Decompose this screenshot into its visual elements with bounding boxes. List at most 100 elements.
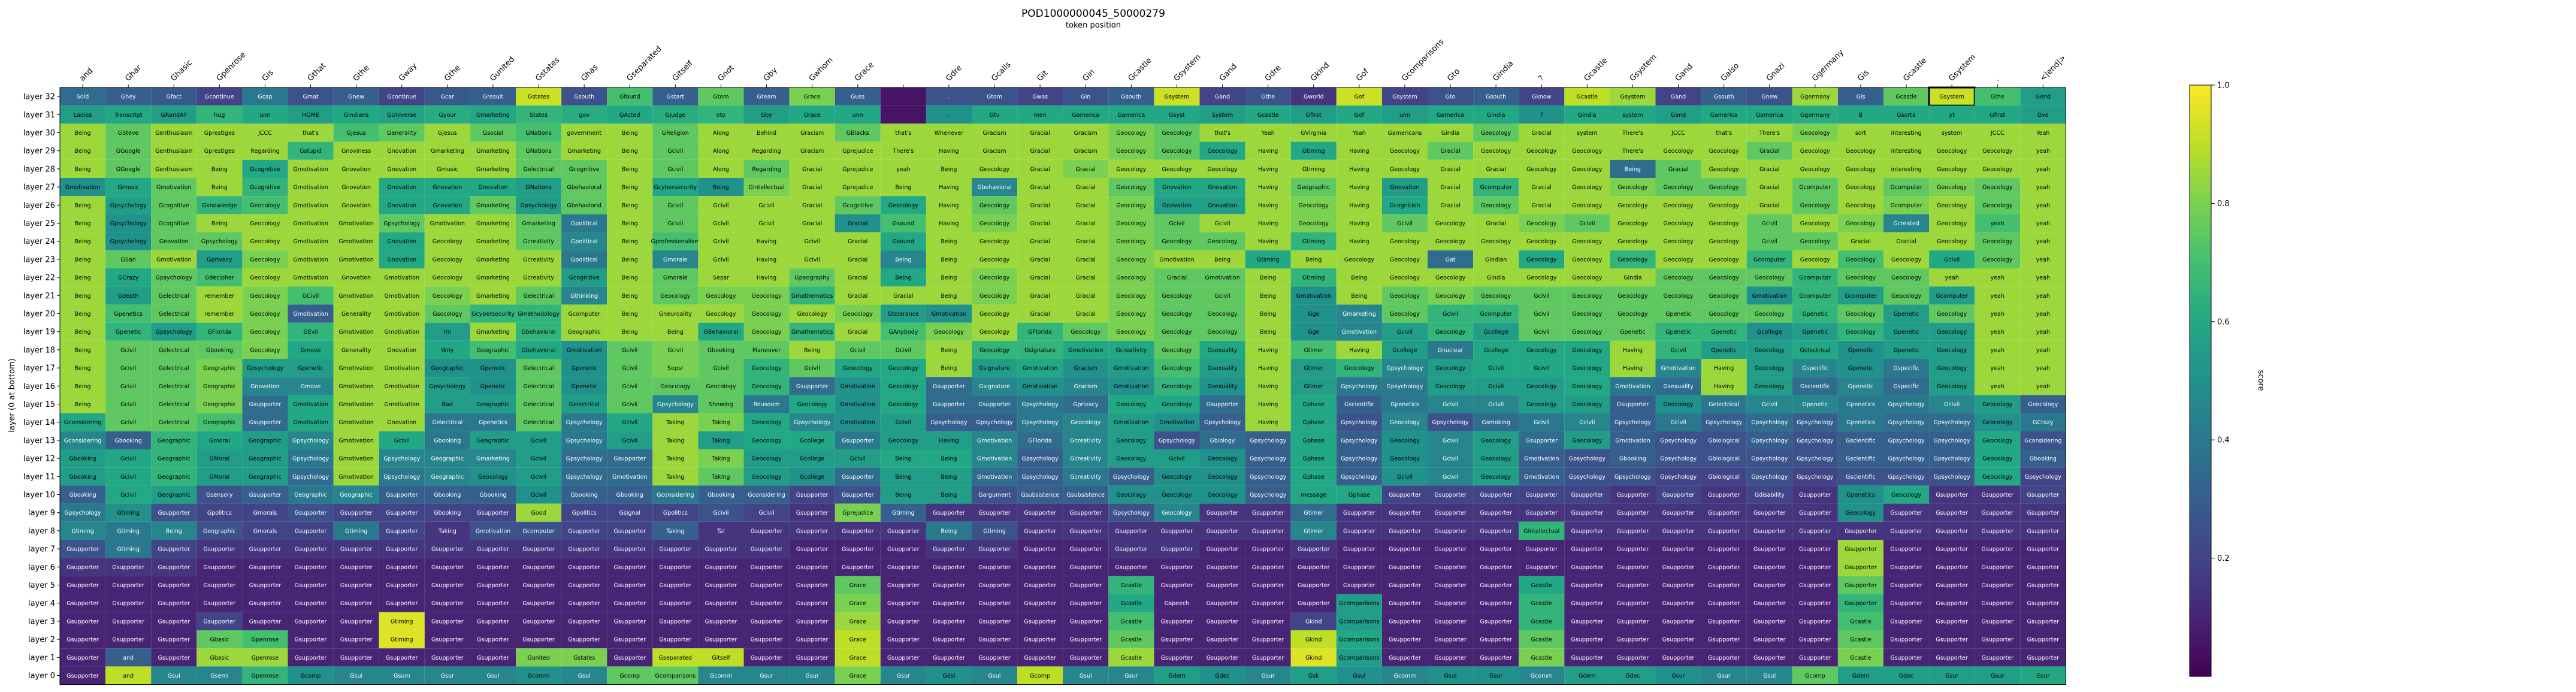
heatmap-cell: [972, 141, 1018, 160]
cell-label: Gsupporter: [1525, 564, 1558, 571]
heatmap-cell: [1610, 159, 1656, 178]
cell-label: Gsupporter: [1571, 546, 1604, 553]
cell-label: Gsupporter: [1981, 564, 2013, 571]
cell-label: Gitself: [712, 655, 730, 661]
cell-label: Geocology: [1709, 166, 1740, 173]
cell-label: Gneuroality: [659, 311, 693, 318]
cell-label: Geocology: [1390, 419, 1420, 426]
cell-label: Gtv: [990, 112, 1000, 119]
cell-label: Gsupporter: [1936, 637, 1968, 643]
cell-label: Gfact: [167, 94, 182, 101]
cell-label: Gstart: [667, 94, 685, 101]
cell-label: yeah: [896, 166, 910, 173]
cell-label: Gsemi: [210, 673, 228, 679]
heatmap-cell: [880, 159, 926, 178]
cell-label: Gracial: [1030, 148, 1050, 155]
cell-label: Gintellectual: [748, 185, 784, 191]
cell-label: Gmotivation: [1023, 365, 1057, 372]
cell-label: Gracial: [1030, 256, 1050, 263]
cell-label: Gsupporter: [1617, 600, 1649, 607]
cell-label: Gmotivation: [293, 238, 328, 245]
heatmap-cell: [1701, 159, 1747, 178]
heatmap-cell: [516, 232, 562, 250]
heatmap-cells: Sold Ghey Gfact Gcontinue Gcap Gmat Gnew Gconti…: [59, 86, 2066, 685]
cell-label: Gsur: [806, 673, 819, 679]
heatmap-cell: [2020, 159, 2066, 178]
cell-label: Geocology: [751, 311, 782, 318]
cell-label: Gamerica: [1117, 112, 1145, 119]
heatmap-cell: [1108, 178, 1154, 197]
heatmap-cell: [1154, 286, 1200, 305]
cell-label: Gcomp: [1030, 673, 1050, 679]
heatmap-cell: [1975, 123, 2021, 142]
heatmap-cell: [424, 141, 470, 160]
cell-label: Gsupporter: [1434, 564, 1467, 571]
cell-label: Gcivil: [622, 419, 637, 426]
heatmap-cell: [1290, 87, 1337, 106]
cell-label: Gsupporter: [1480, 618, 1512, 625]
heatmap-cell: [926, 87, 972, 106]
heatmap-cell: [1792, 250, 1838, 268]
heatmap-cell: [151, 105, 197, 124]
cell-label: Gracial: [1759, 203, 1779, 209]
cell-label: Gpenetics: [114, 311, 143, 318]
cell-label: Gsupporter: [1890, 510, 1922, 516]
cell-label: Gtiming: [391, 618, 413, 625]
cell-label: Gamerica: [1437, 112, 1464, 119]
cell-label: Gpsychology: [1751, 456, 1788, 463]
heatmap-cell: [2020, 250, 2066, 268]
heatmap-cell: [1290, 250, 1337, 268]
heatmap-cell: [196, 105, 243, 124]
heatmap-cell: [424, 87, 470, 106]
colorbar-label: score: [2256, 370, 2265, 391]
cell-label: Gelectrical: [432, 419, 462, 426]
heatmap-cell: [743, 87, 790, 106]
cell-label: Gsupporter: [1753, 600, 1786, 607]
heatmap-cell: [1245, 232, 1291, 250]
cell-label: Gsupporter: [249, 401, 282, 408]
cell-label: Generality: [387, 130, 417, 137]
cell-label: Geocology: [751, 329, 782, 336]
heatmap-cell: [60, 214, 106, 232]
cell-label: Gsupporter: [1389, 492, 1421, 498]
cell-label: Geocology: [1526, 401, 1557, 408]
heatmap-cell: [926, 178, 972, 197]
cell-label: Gsupporter: [1252, 582, 1284, 589]
cell-label: Gpsychology: [930, 419, 967, 426]
heatmap-cell: [652, 87, 699, 106]
y-tick-label: layer 15: [23, 400, 55, 409]
cell-label: Being: [75, 293, 91, 300]
cell-label: Gsupporter: [522, 582, 555, 589]
cell-label: Geocology: [1709, 148, 1740, 155]
cell-label: Gsupporter: [340, 510, 373, 516]
cell-label: Gracism: [1074, 365, 1097, 372]
cell-label: Having: [757, 238, 776, 245]
heatmap-cell: [1975, 159, 2021, 178]
cell-label: Gconsidering: [64, 419, 101, 426]
cell-label: Gsupporter: [2027, 528, 2060, 534]
x-tick-label: ?: [1537, 74, 1546, 83]
cell-label: yeah: [2036, 311, 2050, 318]
heatmap-cell: [1746, 196, 1792, 214]
cell-label: Gnovation: [387, 203, 416, 209]
cell-label: Gsupporter: [295, 546, 327, 553]
cell-label: Gsupporter: [431, 655, 464, 661]
cell-label: Geocology: [751, 456, 782, 463]
cell-label: Taking: [666, 474, 684, 481]
cell-label: Being: [622, 293, 638, 300]
cell-label: Gcontinue: [205, 94, 234, 101]
cell-label: Gsupporter: [1207, 510, 1239, 516]
cell-label: Gsupporter: [1024, 618, 1056, 625]
cell-label: Geocology: [1162, 474, 1192, 481]
cell-label: Gsupporter: [1753, 546, 1786, 553]
cell-label: Gracial: [1030, 220, 1050, 227]
cell-label: Gsupporter: [1207, 564, 1239, 571]
cell-label: Gsupporter: [1525, 546, 1558, 553]
cell-label: Gsupporter: [1434, 637, 1467, 643]
cell-label: Geocology: [1299, 203, 1329, 209]
heatmap-cell: [379, 141, 425, 160]
heatmap-cell: [1428, 178, 1474, 197]
cell-label: Gsupporter: [1571, 600, 1604, 607]
cell-label: Gpsychology: [1614, 419, 1652, 426]
cell-label: Gcastle: [1895, 94, 1917, 101]
